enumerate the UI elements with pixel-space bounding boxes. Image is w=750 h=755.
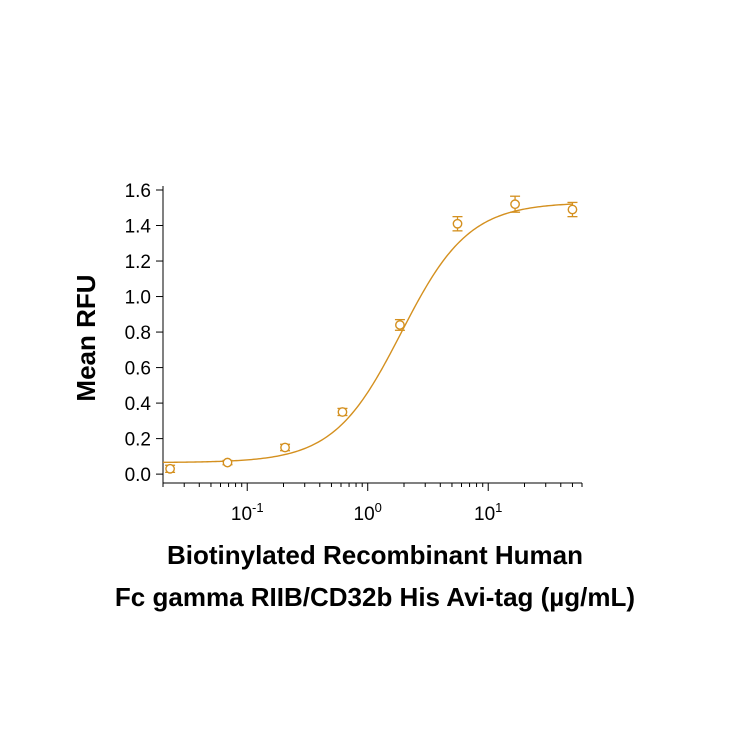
data-point-group (280, 442, 291, 453)
y-tick-label: 0.8 (125, 323, 151, 344)
y-tick-label: 1.6 (125, 181, 151, 202)
data-point (337, 407, 348, 417)
fit-curve-layer (162, 203, 573, 464)
y-tick-label: 0.2 (125, 430, 151, 451)
fit-curve (162, 203, 573, 464)
x-axis-label-line1: Biotinylated Recombinant Human (166, 540, 584, 570)
y-tick-label: 1.0 (125, 288, 151, 309)
y-tick-label: 1.4 (125, 217, 152, 238)
axes: 0.0 0.2 0.4 0.6 0.8 1.0 1.2 1.4 1.6 10-1 100 101 (125, 181, 583, 525)
y-tick-label: 0.0 (125, 465, 151, 486)
data-point-group (165, 463, 176, 474)
y-axis-label: Mean RFU (71, 274, 101, 401)
data-point-group (567, 201, 578, 218)
data-point-group (452, 215, 463, 232)
data-point (165, 463, 175, 474)
x-tick-label: 100 (354, 500, 382, 525)
data-point (452, 218, 463, 229)
data-point (222, 457, 233, 468)
data-point-group (337, 407, 348, 417)
y-tick-label: 0.4 (125, 394, 152, 415)
data-point-group (222, 457, 233, 468)
data-point-group (510, 195, 521, 213)
data-points-layer (165, 195, 578, 474)
y-tick-label: 0.6 (125, 359, 151, 380)
x-tick-label: 10-1 (231, 500, 264, 525)
data-point (567, 204, 578, 215)
data-point (510, 199, 520, 210)
data-point-group (394, 318, 405, 331)
y-tick-label: 1.2 (125, 252, 151, 273)
data-point (395, 320, 405, 330)
x-axis-label-line2: Fc gamma RIIB/CD32b His Avi-tag (µg/mL) (114, 582, 636, 612)
data-point (280, 442, 290, 453)
x-tick-label: 101 (474, 500, 502, 525)
